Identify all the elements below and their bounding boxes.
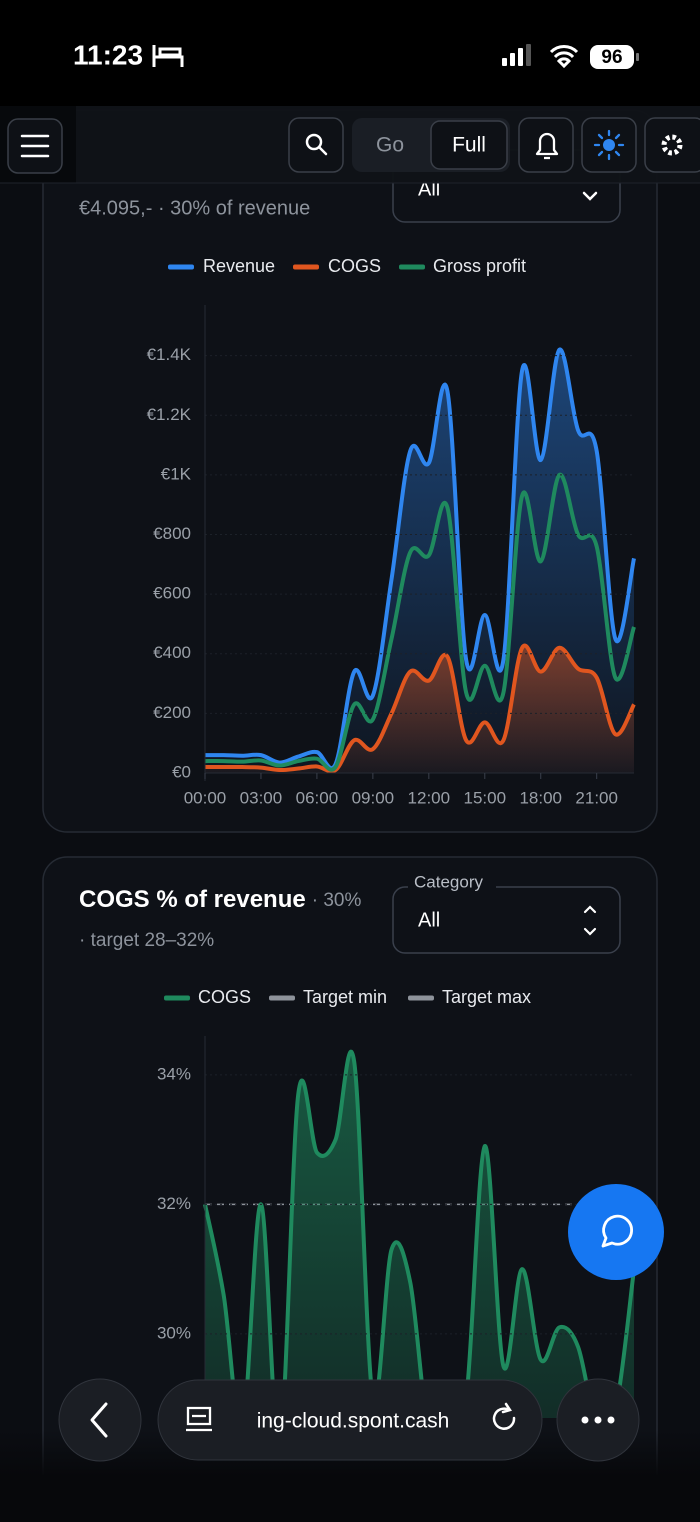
search-icon [317,145,328,156]
y-tick-label: €800 [153,524,191,543]
chat-button[interactable] [568,1184,664,1280]
y-tick-label: €0 [172,762,191,781]
battery-cap [636,53,639,61]
x-tick-label: 03:00 [240,788,283,807]
back-icon [90,1402,108,1438]
dropdown-value[interactable]: All [418,178,440,200]
chevron-icon [582,191,598,201]
y-tick-label: €200 [153,703,191,722]
y-tick-label: €1.2K [147,405,192,424]
y-tick-label: €1.4K [147,345,192,364]
sun-rays [593,129,625,161]
y-tick-label: 34% [157,1064,191,1083]
summary: · 30% [312,890,362,911]
address-bar[interactable] [157,1379,543,1461]
subtitle: · target 28–32% [79,930,214,951]
line [204,643,636,774]
y-tick-label: €600 [153,584,191,603]
reload-icon[interactable] [492,1402,516,1430]
sun-icon [603,139,615,151]
mode-option[interactable]: Full [452,134,486,157]
legend-label: COGS [198,987,251,1007]
y-tick-label: €400 [153,643,191,662]
gear-icon [661,134,683,156]
line [204,347,636,771]
x-tick-label: 00:00 [184,788,227,807]
more-icon [581,1416,615,1424]
line [203,1049,636,1418]
plot [203,1049,636,1418]
legend-swatch [269,995,295,1001]
x-tick-label: 09:00 [352,788,395,807]
search-icon [305,133,323,151]
y-tick-label: 30% [157,1323,191,1342]
sleep-icon [152,45,184,67]
legend-label: Revenue [203,256,275,276]
gear-hole [669,142,675,148]
mode-selected[interactable] [430,120,508,170]
y-tick-label: €1K [161,464,192,483]
legend-swatch [293,264,319,270]
x-tick-label: 06:00 [296,788,339,807]
legend-label: Target min [303,987,387,1007]
dropdown-label: Category [414,872,483,891]
battery-level: 96 [601,47,622,68]
x-tick-label: 15:00 [464,788,507,807]
legend-label: COGS [328,256,381,276]
legend-swatch [168,264,194,270]
tabs-icon [186,1406,212,1432]
legend-swatch [399,264,425,270]
search-button[interactable] [288,117,344,173]
legend-label: Gross profit [433,256,526,276]
x-tick-label: 12:00 [408,788,451,807]
clock: 11:23 [73,39,143,70]
y-tick-label: 32% [157,1194,191,1213]
label-bg [408,874,496,892]
x-tick-label: 18:00 [519,788,562,807]
chat-icon [601,1214,633,1248]
mode-option[interactable]: Go [376,134,404,157]
legend-label: Target max [442,987,531,1007]
area [205,645,634,773]
signal-icon [502,44,531,66]
legend-swatch [164,995,190,1001]
url[interactable]: ing-cloud.spont.cash [257,1410,450,1433]
title: COGS % of revenue [79,886,306,913]
menu-icon [20,134,50,158]
bell-icon [535,132,559,160]
dropdown-value[interactable]: All [418,909,440,931]
back-button[interactable] [58,1378,142,1462]
dropdown[interactable] [392,886,621,954]
card-title: COGS % of revenue · 30% [79,886,361,913]
legend-swatch [408,995,434,1001]
status-bar [0,0,700,106]
subtitle: €4.095,- · 30% of revenue [79,197,310,219]
x-tick-label: 21:00 [575,788,618,807]
wifi-icon [549,45,579,69]
battery-icon [590,45,634,69]
notifications-button[interactable] [518,117,574,173]
chevron-icon [583,905,597,936]
